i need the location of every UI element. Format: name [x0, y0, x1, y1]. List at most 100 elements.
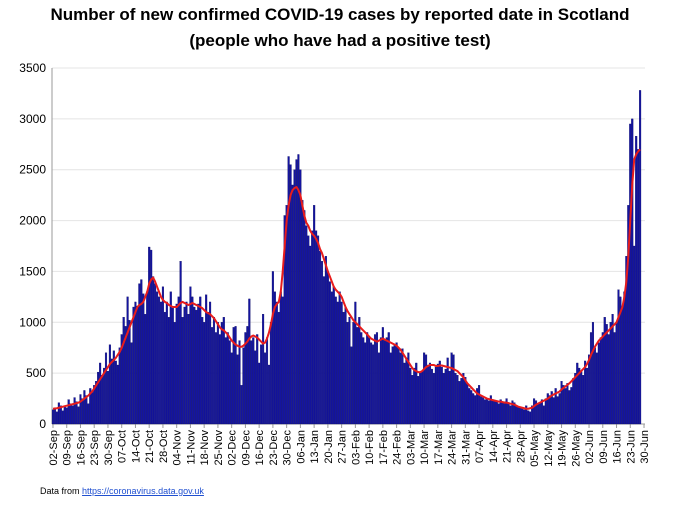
bar: [609, 322, 612, 425]
x-tick-label: 09-Jun: [598, 430, 610, 464]
bar: [485, 398, 488, 425]
y-tick-label: 2000: [19, 214, 46, 228]
x-tick-label: 11-Nov: [185, 430, 197, 465]
bar: [65, 407, 68, 425]
x-tick-label: 02-Dec: [227, 430, 239, 466]
bar: [480, 396, 483, 425]
bar: [493, 400, 496, 425]
bar: [635, 135, 638, 425]
bar: [568, 390, 571, 425]
bar: [313, 205, 316, 425]
bar: [534, 400, 538, 425]
bar: [209, 301, 212, 425]
bar: [421, 370, 424, 425]
bar: [252, 337, 255, 425]
source-link[interactable]: https://coronavirus.data.gov.uk: [82, 486, 204, 496]
bar: [377, 352, 380, 425]
bar: [385, 337, 388, 425]
x-tick-label: 10-Mar: [419, 430, 431, 465]
bar: [426, 364, 430, 425]
bar: [570, 387, 573, 425]
bar: [631, 118, 634, 425]
bar: [589, 332, 593, 425]
bar: [69, 403, 72, 425]
bar: [603, 317, 606, 425]
bar: [548, 395, 551, 425]
bar: [285, 205, 288, 425]
bar: [499, 399, 502, 425]
bar: [623, 291, 626, 425]
bar: [517, 406, 520, 425]
bar: [167, 317, 170, 425]
bar: [271, 271, 274, 425]
bar: [232, 327, 235, 425]
bar: [468, 388, 471, 425]
bar: [205, 294, 208, 425]
bar: [470, 390, 473, 425]
bar: [287, 156, 290, 425]
bar: [330, 291, 333, 425]
bar: [140, 279, 143, 425]
bar: [181, 317, 184, 425]
bar: [83, 390, 86, 425]
bar: [364, 342, 367, 425]
bar: [95, 381, 98, 425]
bar: [85, 395, 88, 425]
bar: [544, 398, 547, 425]
bar: [452, 354, 455, 425]
bar: [265, 337, 269, 425]
bar: [228, 340, 231, 425]
bar: [248, 298, 251, 425]
bar: [191, 296, 194, 425]
bar: [533, 398, 536, 425]
bar: [189, 286, 192, 425]
bar: [93, 385, 96, 425]
bar: [114, 360, 117, 425]
bar: [495, 401, 498, 425]
bar: [413, 367, 416, 425]
bar: [391, 346, 394, 425]
bar: [289, 164, 292, 425]
bar: [116, 364, 119, 425]
bar: [67, 399, 70, 425]
bar: [476, 388, 479, 425]
bar: [179, 261, 182, 425]
bar: [399, 352, 402, 425]
bar: [403, 362, 406, 425]
bar: [260, 344, 263, 425]
bar: [360, 332, 363, 425]
y-tick-label: 1000: [19, 315, 46, 329]
bar: [383, 340, 386, 425]
bar: [273, 291, 276, 425]
bar: [63, 406, 66, 425]
bar: [246, 326, 249, 425]
bar: [586, 367, 589, 425]
bar: [297, 154, 300, 425]
bar: [77, 406, 80, 425]
bar: [51, 409, 55, 425]
bar: [381, 327, 384, 425]
bar: [509, 405, 512, 425]
bar: [446, 357, 449, 425]
bar: [542, 405, 545, 425]
bar: [572, 378, 575, 425]
bar: [619, 296, 622, 425]
bar: [409, 367, 412, 425]
bar: [324, 256, 327, 425]
bar: [460, 378, 463, 425]
bar: [317, 235, 320, 425]
bar: [513, 402, 516, 425]
bar: [617, 289, 620, 425]
bar: [529, 411, 532, 425]
bar: [560, 381, 563, 425]
bar: [346, 322, 349, 425]
bar: [501, 402, 504, 425]
bar: [503, 401, 506, 425]
bar: [236, 354, 239, 425]
bar: [97, 371, 100, 425]
bar: [540, 399, 543, 425]
y-tick-label: 0: [39, 417, 46, 431]
bar: [487, 400, 490, 425]
x-tick-label: 09-Dec: [240, 430, 252, 466]
bar: [320, 261, 324, 425]
